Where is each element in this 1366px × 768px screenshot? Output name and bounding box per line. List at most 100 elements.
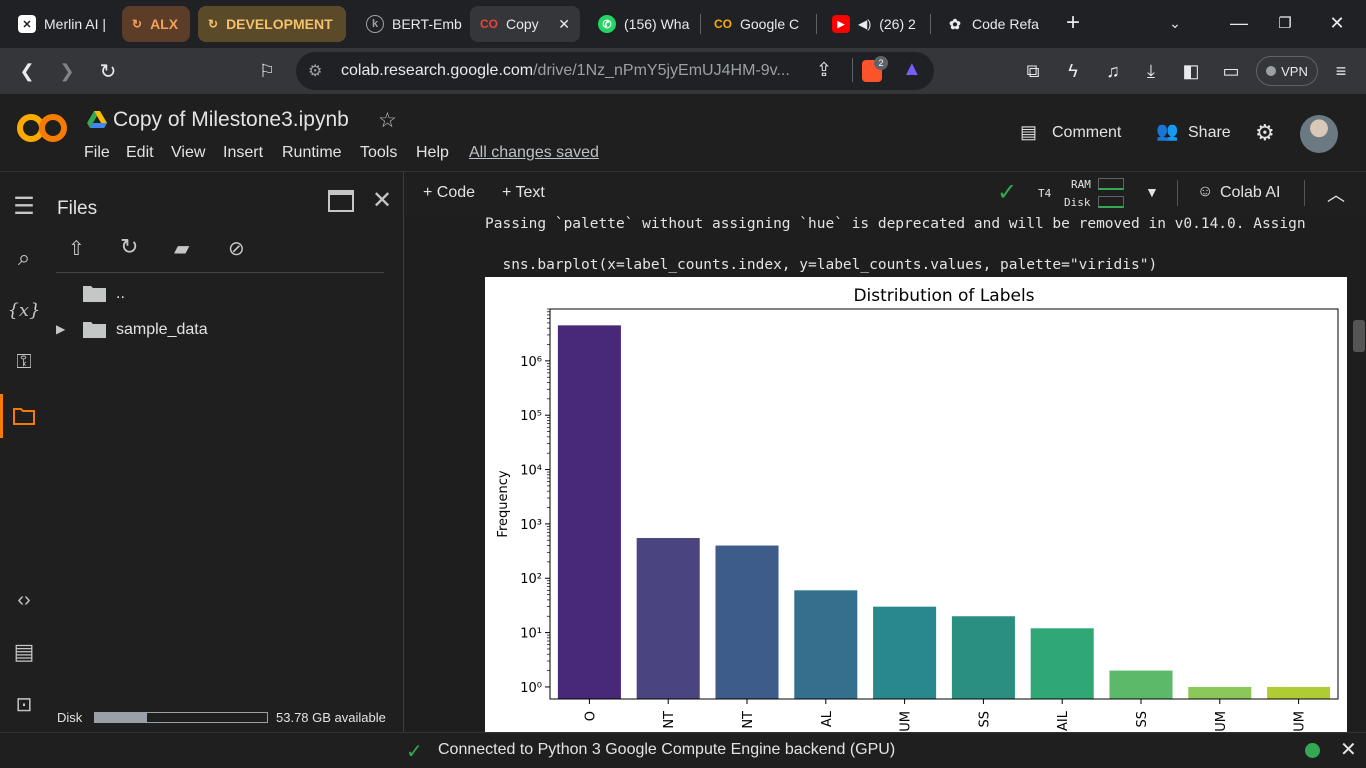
tab-copy-active[interactable]: CO Copy ✕ xyxy=(470,6,580,42)
files-panel: Files ✕ ⇧ ↻ ▰ ⊘ .. ▶ sample_data Disk 53… xyxy=(48,172,404,732)
files-folder-icon[interactable] xyxy=(8,400,40,432)
secrets-key-icon[interactable]: ⚿ xyxy=(16,350,32,373)
variables-icon[interactable]: {x} xyxy=(7,299,41,321)
back-icon[interactable]: ❮ xyxy=(19,60,35,81)
url-text[interactable]: colab.research.google.com/drive/1Nz_nPmY… xyxy=(341,62,790,79)
code-snippets-icon[interactable]: ‹› xyxy=(17,588,31,611)
notebook-title[interactable]: Copy of Milestone3.ipynb xyxy=(113,108,349,131)
menu-view[interactable]: View xyxy=(171,144,206,161)
x-tick-label: O xyxy=(583,711,598,721)
collapse-chevron-icon[interactable]: ︿ xyxy=(1327,185,1345,205)
save-status[interactable]: All changes saved xyxy=(469,144,599,161)
menu-help[interactable]: Help xyxy=(416,144,449,161)
bar xyxy=(1109,670,1173,699)
refresh-icon[interactable]: ↻ xyxy=(120,234,139,259)
tab-code-refactor[interactable]: ✿ Code Refa xyxy=(936,6,1044,42)
divider xyxy=(1177,180,1178,206)
bar xyxy=(951,616,1015,699)
tab-group-development[interactable]: ↻ DEVELOPMENT xyxy=(198,6,346,42)
search-icon[interactable]: ⌕ xyxy=(17,245,31,270)
x-tick-label: UM xyxy=(1214,711,1229,732)
open-in-tab-icon[interactable] xyxy=(328,190,354,212)
site-settings-icon[interactable]: ⚙ xyxy=(308,63,323,80)
address-bar[interactable]: ⚙ colab.research.google.com/drive/1Nz_nP… xyxy=(296,52,934,90)
restore-icon[interactable]: ❐ xyxy=(1278,15,1292,32)
brave-rewards-icon[interactable]: ▲ xyxy=(902,58,922,80)
resources-dropdown-icon[interactable]: ▼ xyxy=(1145,184,1159,200)
close-panel-icon[interactable]: ✕ xyxy=(372,187,393,214)
tab-merlin[interactable]: ✕ Merlin AI | xyxy=(8,6,116,42)
vpn-button[interactable]: VPN xyxy=(1256,56,1318,86)
runtime-type[interactable]: T4 xyxy=(1038,187,1052,200)
colab-ai-icon[interactable]: ☺ xyxy=(1197,183,1214,200)
command-palette-icon[interactable]: ▤ xyxy=(13,639,35,664)
scrollbar-thumb[interactable] xyxy=(1353,320,1365,352)
bar xyxy=(873,606,937,699)
tab-search-chevron-icon[interactable]: ⌄ xyxy=(1169,14,1181,31)
disk-usage-fill xyxy=(95,713,147,722)
menu-edit[interactable]: Edit xyxy=(126,144,154,161)
expand-arrow-icon[interactable]: ▶ xyxy=(56,322,66,336)
bookmark-icon[interactable]: ⚐ xyxy=(258,60,276,81)
terminal-icon[interactable]: ⊡ xyxy=(15,693,33,716)
mount-drive-icon[interactable]: ▰ xyxy=(174,238,190,260)
close-window-icon[interactable]: ✕ xyxy=(1329,12,1345,33)
upload-file-icon[interactable]: ⇧ xyxy=(68,238,85,260)
wallet-icon[interactable]: ▭ xyxy=(1222,60,1240,81)
list-item[interactable]: .. xyxy=(82,284,125,304)
extensions-icon[interactable]: ⧉ xyxy=(1026,60,1040,81)
speaker-icon[interactable]: ◀) xyxy=(858,17,872,31)
add-code-button[interactable]: + Code xyxy=(423,184,476,201)
divider xyxy=(1304,180,1305,206)
tab-youtube[interactable]: ▶ ◀) (26) 2 xyxy=(822,6,926,42)
active-indicator xyxy=(0,394,3,438)
connected-check-icon: ✓ xyxy=(997,179,1018,206)
leo-icon[interactable]: ϟ xyxy=(1068,60,1078,81)
new-tab-button[interactable]: + xyxy=(1065,9,1080,36)
download-icon[interactable]: ⤓ xyxy=(1147,60,1155,81)
list-item[interactable]: sample_data xyxy=(82,320,208,340)
tab-bert[interactable]: k BERT-Emb xyxy=(356,6,462,42)
settings-gear-icon[interactable]: ⚙ xyxy=(1255,120,1275,145)
colab-ai-button[interactable]: Colab AI xyxy=(1220,184,1281,201)
menu-tools[interactable]: Tools xyxy=(360,144,398,161)
hide-files-eye-icon[interactable]: ⊘ xyxy=(228,238,245,260)
y-tick-label: 10⁶ xyxy=(520,355,542,370)
minimize-icon[interactable]: — xyxy=(1230,12,1248,33)
whatsapp-icon: ✆ xyxy=(598,15,616,33)
colab-icon: CO xyxy=(480,17,498,31)
x-tick-label: NT xyxy=(662,711,677,729)
star-icon[interactable]: ☆ xyxy=(378,109,397,132)
colab-logo[interactable] xyxy=(17,112,67,144)
bar-chart-svg: Distribution of Labels Frequency 10⁰ 10¹ 10²… xyxy=(496,286,1339,732)
add-text-button[interactable]: + Text xyxy=(502,184,545,201)
menu-runtime[interactable]: Runtime xyxy=(282,144,342,161)
menu-icon[interactable]: ≡ xyxy=(1335,60,1347,81)
share-button[interactable]: Share xyxy=(1188,124,1231,141)
close-tab-icon[interactable]: ✕ xyxy=(558,15,570,32)
media-icon[interactable]: ♫ xyxy=(1106,60,1120,81)
tab-google-colab[interactable]: CO Google C xyxy=(714,16,800,32)
comment-button[interactable]: Comment xyxy=(1052,124,1122,141)
reload-icon[interactable]: ↻ xyxy=(99,60,117,83)
close-status-icon[interactable]: ✕ xyxy=(1340,739,1357,761)
forward-icon[interactable]: ❯ xyxy=(59,60,75,81)
bert-icon: k xyxy=(366,15,384,33)
share-page-icon[interactable]: ⇪ xyxy=(816,60,832,81)
tab-group-alx[interactable]: ↻ ALX xyxy=(122,6,190,42)
menu-insert[interactable]: Insert xyxy=(223,144,264,161)
sidebar-icon[interactable]: ◧ xyxy=(1182,60,1200,81)
disk-resource-bar xyxy=(1098,196,1124,208)
people-icon[interactable]: 👥 xyxy=(1156,121,1179,141)
comment-icon[interactable]: ▤ xyxy=(1020,122,1038,142)
chart-title: Distribution of Labels xyxy=(853,286,1034,306)
tab-separator xyxy=(816,14,817,34)
tab-whatsapp[interactable]: ✆ (156) Wha xyxy=(588,6,696,42)
folder-icon xyxy=(83,322,106,338)
table-of-contents-icon[interactable]: ☰ xyxy=(13,192,35,220)
menu-file[interactable]: File xyxy=(84,144,110,161)
avatar[interactable] xyxy=(1300,115,1338,153)
status-check-icon: ✓ xyxy=(406,741,423,763)
tab-separator xyxy=(930,14,931,34)
x-tick-label: UM xyxy=(1293,711,1308,732)
